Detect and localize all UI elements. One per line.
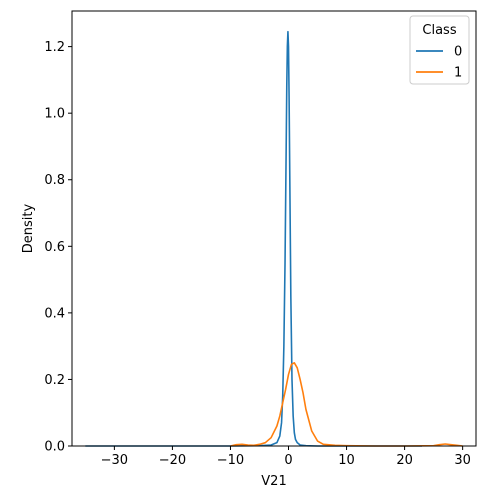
y-axis: 0.0 0.2 0.4 0.6 0.8 1.0 1.2 [44,40,72,455]
x-tick-label: −10 [217,453,244,468]
series-line-0 [85,30,423,447]
legend-box [409,15,470,85]
x-tick-label: 10 [338,453,355,468]
y-tick-label: 0.8 [44,173,65,188]
x-tick-label: 30 [454,453,471,468]
y-tick-label: 0.2 [44,373,65,388]
legend-items: 01 [416,45,462,81]
y-tick-label: 1.2 [44,40,65,55]
y-tick-label: 0.4 [44,306,65,321]
y-tick-label: 0.6 [44,240,65,255]
x-axis: −30 −20 −10 0 10 20 30 [101,446,471,468]
plot-frame [71,10,477,447]
x-tick-label: −30 [101,453,128,468]
x-axis-label: V21 [261,474,286,489]
legend: Class 01 [409,15,470,85]
y-tick-label: 1.0 [44,107,65,122]
series-layer [85,30,463,447]
legend-label-0: 0 [454,45,462,60]
series-line-1 [230,361,463,447]
legend-title: Class [422,23,456,38]
x-tick-label: 20 [396,453,413,468]
y-axis-label: Density [21,203,36,253]
legend-label-1: 1 [454,66,462,81]
x-tick-label: 0 [284,453,292,468]
y-tick-label: 0.0 [44,440,65,455]
x-tick-label: −20 [159,453,186,468]
